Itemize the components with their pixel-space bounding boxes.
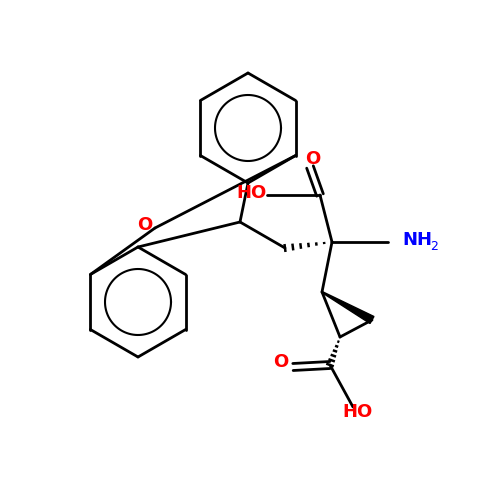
Text: NH: NH (402, 231, 432, 249)
Text: O: O (274, 353, 288, 371)
Text: HO: HO (343, 403, 373, 421)
Text: O: O (306, 150, 320, 168)
Text: O: O (138, 216, 152, 234)
Text: 2: 2 (430, 240, 438, 252)
Polygon shape (322, 292, 374, 324)
Text: HO: HO (237, 184, 267, 202)
